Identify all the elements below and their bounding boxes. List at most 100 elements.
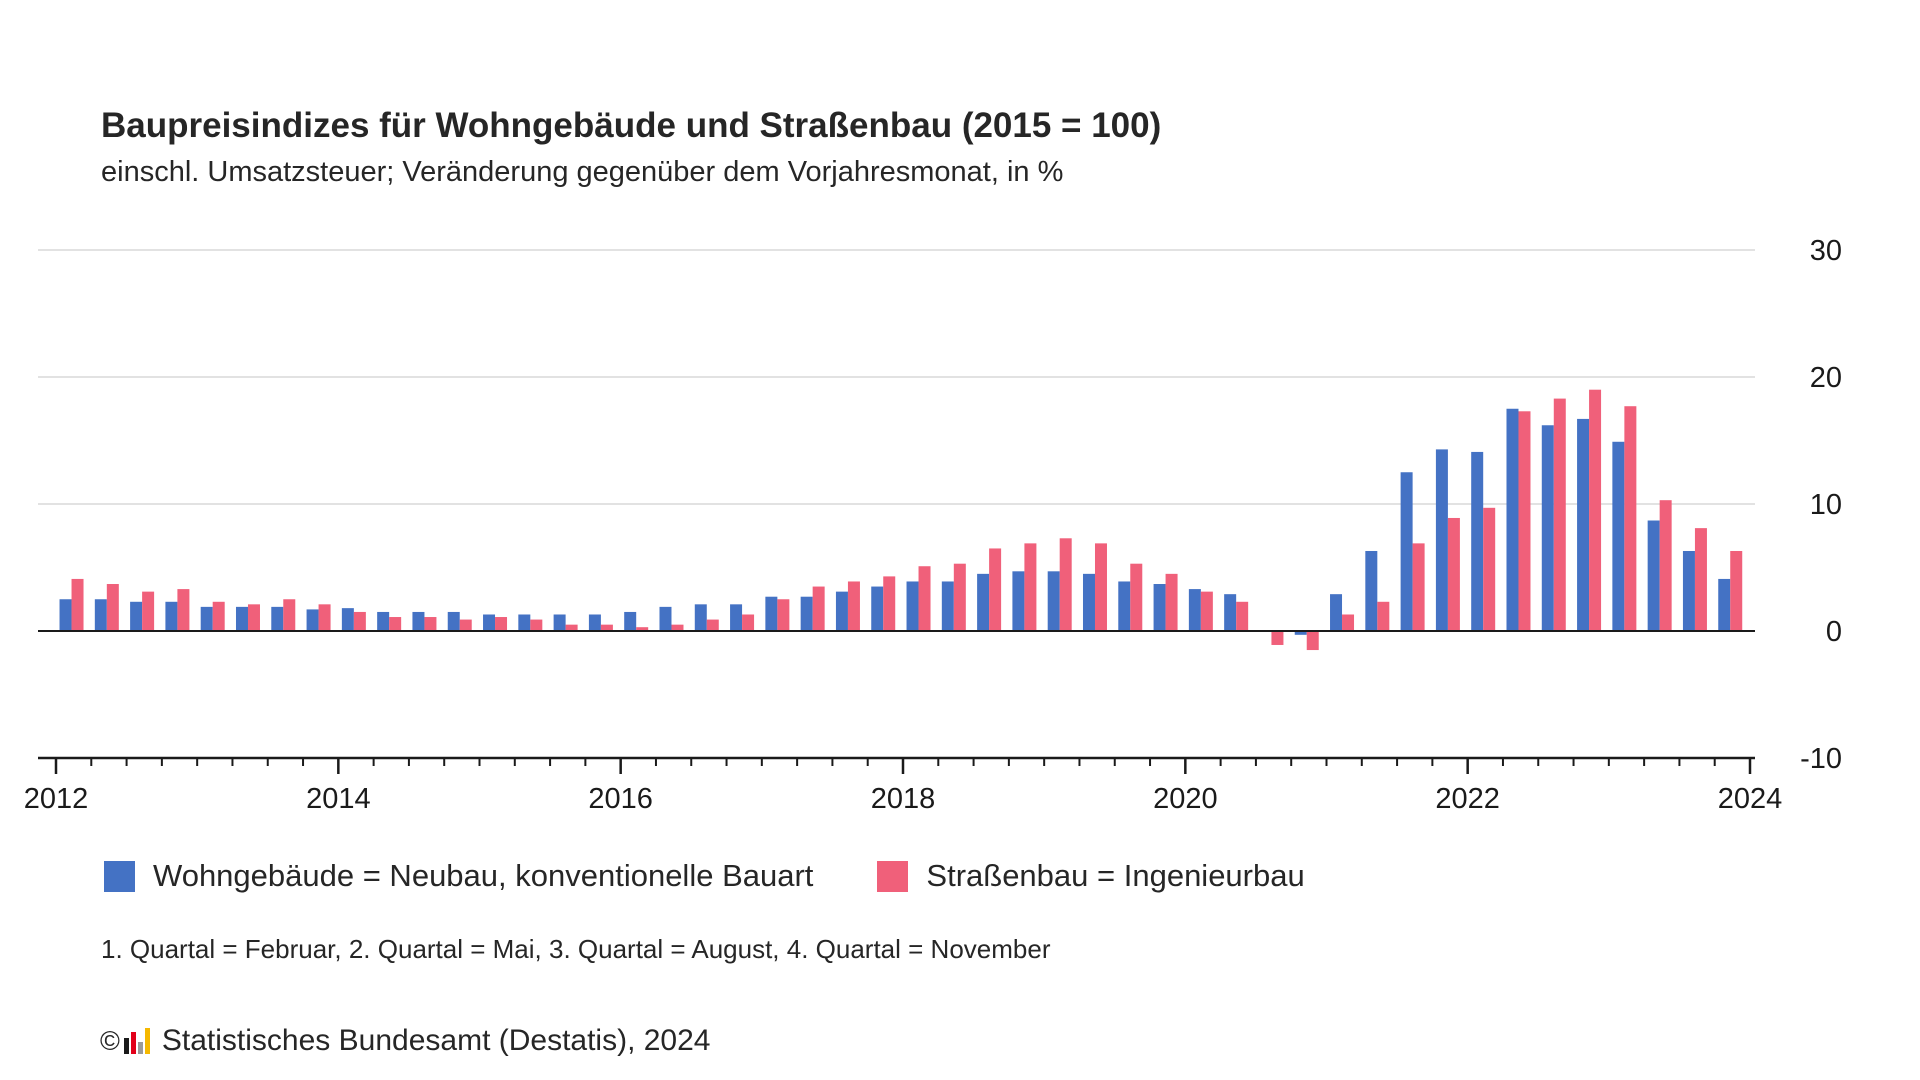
legend-item-strassenbau[interactable]: Straßenbau = Ingenieurbau <box>877 858 1305 894</box>
chart-subtitle: einschl. Umsatzsteuer; Veränderung gegen… <box>101 156 1064 188</box>
bar-wohngebaeude <box>977 573 990 631</box>
x-tick-label: 2024 <box>1718 783 1783 815</box>
bar-strassenbau <box>71 578 84 631</box>
bar-wohngebaeude <box>1224 594 1237 631</box>
bar-strassenbau <box>424 617 437 631</box>
bar-wohngebaeude <box>1506 408 1519 631</box>
bar-strassenbau <box>1236 601 1249 631</box>
bar-strassenbau <box>1659 500 1672 631</box>
bar-wohngebaeude <box>906 581 919 631</box>
x-tick-label: 2012 <box>24 783 89 815</box>
bar-strassenbau <box>1447 517 1460 631</box>
bar-wohngebaeude <box>94 599 107 631</box>
bar-strassenbau <box>706 619 719 631</box>
quarter-note: 1. Quartal = Februar, 2. Quartal = Mai, … <box>101 934 1051 964</box>
copyright-icon: © <box>100 1025 120 1056</box>
bar-wohngebaeude <box>765 596 778 631</box>
bar-strassenbau <box>1412 543 1425 631</box>
destatis-logo-icon <box>123 1028 152 1054</box>
chart-title: Baupreisindizes für Wohngebäude und Stra… <box>101 106 1162 145</box>
bar-wohngebaeude <box>1577 418 1590 631</box>
bar-wohngebaeude <box>1718 578 1731 631</box>
bar-strassenbau <box>1553 398 1566 631</box>
bar-strassenbau <box>530 619 543 631</box>
legend-swatch-strassenbau <box>877 860 909 892</box>
bar-wohngebaeude <box>941 581 954 631</box>
bar-strassenbau <box>600 624 613 631</box>
bar-strassenbau <box>1377 601 1390 631</box>
x-tick-label: 2022 <box>1435 783 1500 815</box>
bar-wohngebaeude <box>130 601 143 631</box>
bar-strassenbau <box>1730 550 1743 631</box>
y-tick-label: 20 <box>1810 362 1842 394</box>
bar-strassenbau <box>636 627 649 631</box>
legend-item-wohngebaeude[interactable]: Wohngebäude = Neubau, konventionelle Bau… <box>104 858 813 894</box>
bar-strassenbau <box>1306 631 1319 651</box>
bar-strassenbau <box>1342 614 1355 631</box>
bar-strassenbau <box>847 581 860 631</box>
bar-strassenbau <box>918 566 931 631</box>
bar-wohngebaeude <box>1330 594 1343 631</box>
bar-wohngebaeude <box>377 611 390 631</box>
bar-wohngebaeude <box>553 614 566 631</box>
bar-strassenbau <box>742 614 755 631</box>
bar-wohngebaeude <box>694 604 707 631</box>
bar-wohngebaeude <box>200 606 213 631</box>
bar-strassenbau <box>283 599 296 631</box>
bar-strassenbau <box>1271 631 1284 645</box>
bar-strassenbau <box>1518 411 1531 631</box>
bar-strassenbau <box>389 617 402 631</box>
legend-swatch-wohngebaeude <box>104 860 135 892</box>
bar-wohngebaeude <box>871 586 884 631</box>
bar-strassenbau <box>459 619 472 631</box>
bar-wohngebaeude <box>730 604 743 631</box>
bar-wohngebaeude <box>800 596 813 631</box>
y-tick-label: 10 <box>1810 489 1842 521</box>
bar-wohngebaeude <box>1365 550 1378 631</box>
y-tick-label: 30 <box>1810 235 1842 267</box>
bar-strassenbau <box>353 611 366 631</box>
bar-wohngebaeude <box>624 611 637 631</box>
bar-wohngebaeude <box>1612 441 1625 631</box>
legend: Wohngebäude = Neubau, konventionelle Bau… <box>104 858 1369 894</box>
bar-strassenbau <box>812 586 825 631</box>
y-tick-label: 0 <box>1826 616 1842 648</box>
bar-strassenbau <box>1024 543 1037 631</box>
x-tick-label: 2016 <box>588 783 653 815</box>
legend-label-wohngebaeude: Wohngebäude = Neubau, konventionelle Bau… <box>153 858 814 893</box>
bar-strassenbau <box>106 584 119 631</box>
bar-wohngebaeude <box>1082 573 1095 631</box>
bar-wohngebaeude <box>1647 520 1660 631</box>
bar-strassenbau <box>318 604 331 631</box>
bar-wohngebaeude <box>412 611 425 631</box>
bar-wohngebaeude <box>1541 425 1554 631</box>
bar-wohngebaeude <box>59 599 72 631</box>
bar-wohngebaeude <box>1400 472 1413 631</box>
bar-strassenbau <box>1165 573 1178 631</box>
bar-strassenbau <box>1059 538 1072 631</box>
bar-strassenbau <box>953 563 966 631</box>
bar-wohngebaeude <box>1012 571 1025 631</box>
bar-strassenbau <box>1094 543 1107 631</box>
bar-wohngebaeude <box>306 609 319 631</box>
bar-wohngebaeude <box>1435 449 1448 631</box>
bar-strassenbau <box>177 589 190 631</box>
bar-wohngebaeude <box>518 614 531 631</box>
bar-wohngebaeude <box>1118 581 1131 631</box>
bar-strassenbau <box>1589 389 1602 631</box>
bar-strassenbau <box>212 601 225 631</box>
bar-strassenbau <box>1624 406 1637 631</box>
bar-wohngebaeude <box>341 608 354 631</box>
bar-strassenbau <box>989 548 1002 631</box>
bar-strassenbau <box>883 576 896 631</box>
bar-wohngebaeude <box>1682 550 1695 631</box>
bar-wohngebaeude <box>1471 451 1484 631</box>
bar-wohngebaeude <box>588 614 601 631</box>
y-tick-label: -10 <box>1800 743 1842 775</box>
bar-wohngebaeude <box>235 606 248 631</box>
bar-wohngebaeude <box>659 606 672 631</box>
source-text[interactable]: Statistisches Bundesamt (Destatis), 2024 <box>161 1024 711 1057</box>
bar-strassenbau <box>1200 591 1213 631</box>
legend-label-strassenbau: Straßenbau = Ingenieurbau <box>926 858 1305 893</box>
